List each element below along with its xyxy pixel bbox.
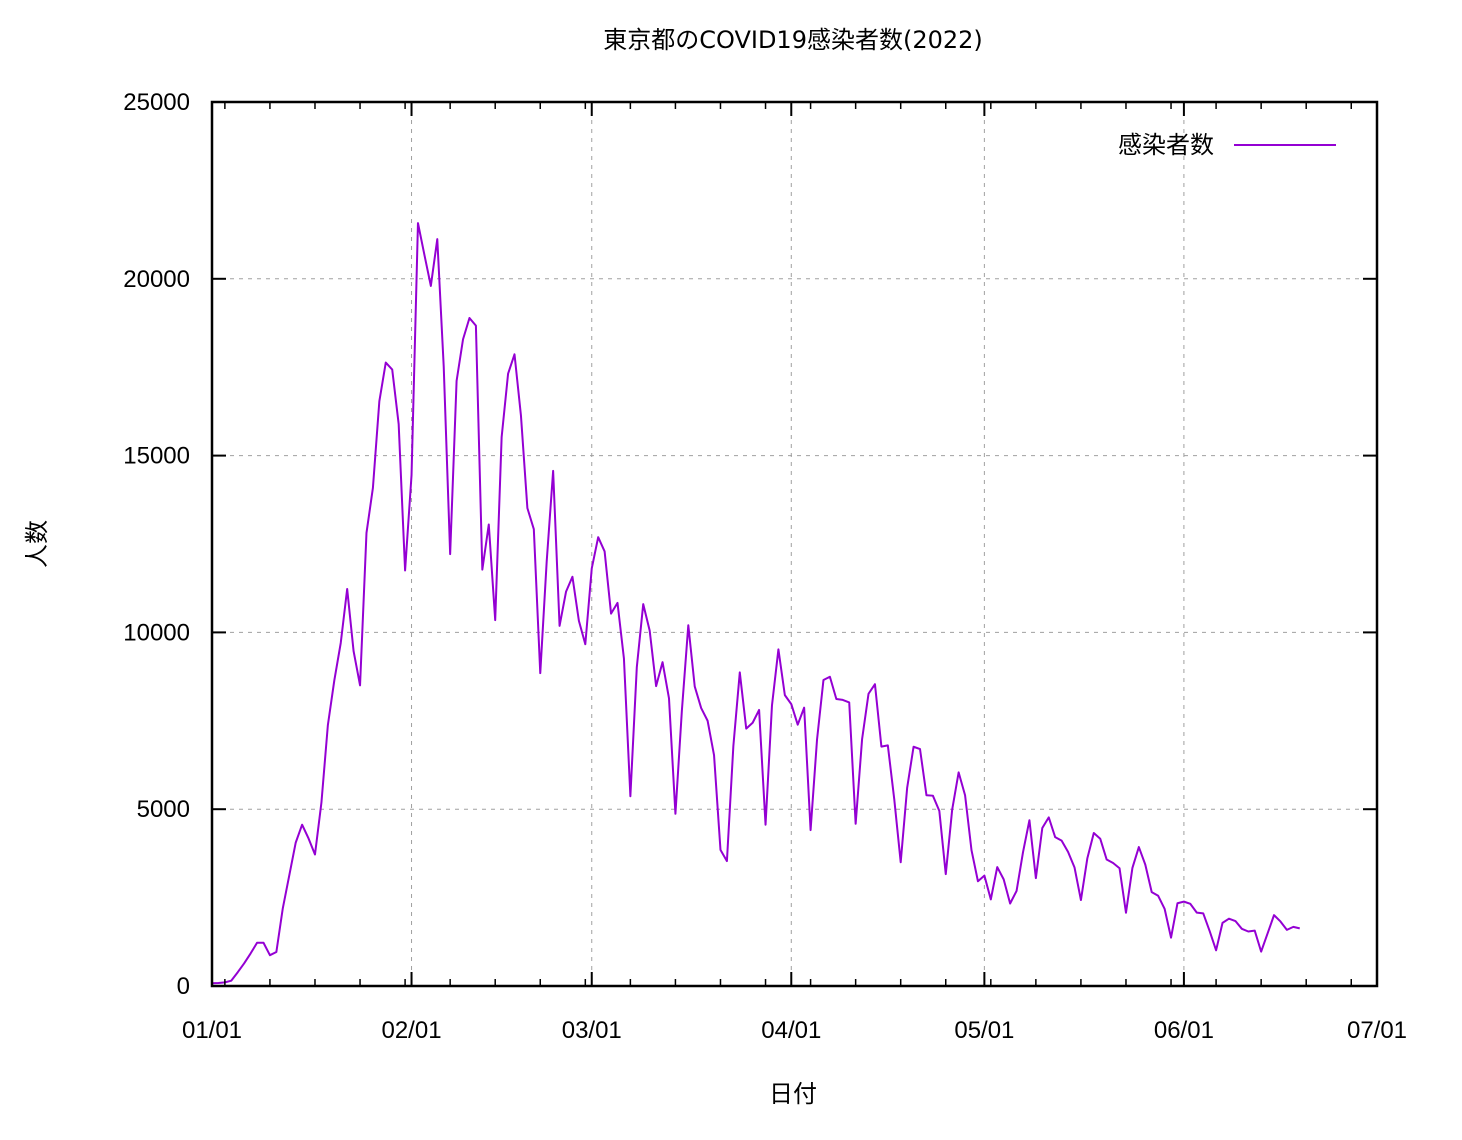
y-tick-label: 10000 (123, 619, 190, 646)
series-line (211, 222, 1300, 985)
y-tick-label: 5000 (137, 796, 190, 823)
x-tick-label: 07/01 (1347, 1017, 1407, 1044)
legend: 感染者数 (1118, 131, 1336, 159)
x-axis-label: 日付 (769, 1080, 817, 1108)
axis-ticks (211, 101, 1378, 987)
y-tick-label: 20000 (123, 266, 190, 293)
legend-label: 感染者数 (1118, 131, 1214, 159)
x-tick-label: 05/01 (954, 1017, 1014, 1044)
grid-lines (212, 102, 1377, 986)
y-tick-label: 15000 (123, 443, 190, 470)
y-tick-label: 25000 (123, 89, 190, 116)
y-tick-labels: 0 5000 10000 15000 20000 25000 (123, 89, 190, 1000)
x-tick-label: 03/01 (562, 1017, 622, 1044)
x-tick-label: 02/01 (381, 1017, 441, 1044)
x-tick-label: 04/01 (761, 1017, 821, 1044)
plot-frame (210, 100, 1379, 988)
x-tick-labels: 01/01 02/01 03/01 04/01 05/01 06/01 07/01 (182, 1017, 1407, 1044)
chart-title: 東京都のCOVID19感染者数(2022) (603, 26, 983, 54)
x-tick-label: 06/01 (1154, 1017, 1214, 1044)
y-tick-label: 0 (177, 973, 190, 1000)
y-axis-label: 人数 (23, 520, 51, 568)
series-layer (211, 222, 1300, 985)
x-tick-label: 01/01 (182, 1017, 242, 1044)
